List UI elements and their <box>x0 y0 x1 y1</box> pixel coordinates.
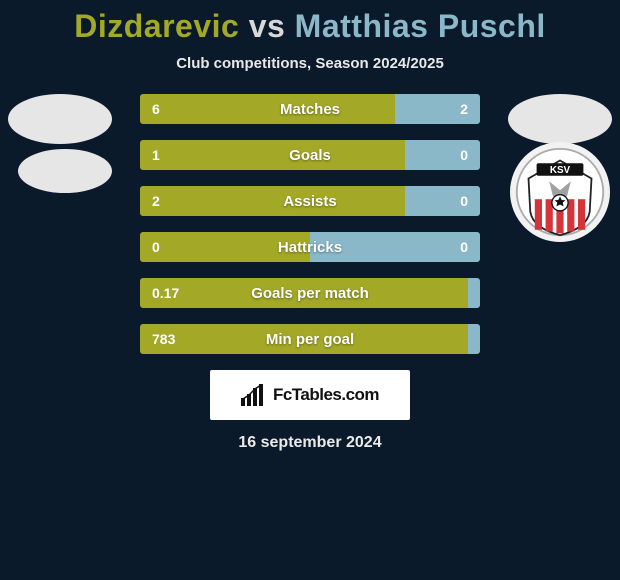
comparison-card: Dizdarevic vs Matthias Puschl Club compe… <box>0 0 620 452</box>
stat-row: 783Min per goal <box>140 324 480 354</box>
stat-bar-player2: 0 <box>405 140 480 170</box>
ksv-badge-icon: KSV <box>515 147 605 237</box>
stat-bar-player2: 2 <box>395 94 480 124</box>
stat-row: 20Assists <box>140 186 480 216</box>
player2-club-badge: KSV <box>510 142 610 242</box>
stat-bar-player1: 6 <box>140 94 395 124</box>
player2-name: Matthias Puschl <box>295 8 546 44</box>
snapshot-date: 16 september 2024 <box>0 434 620 452</box>
page-title: Dizdarevic vs Matthias Puschl <box>0 8 620 45</box>
subtitle: Club competitions, Season 2024/2025 <box>0 55 620 72</box>
vs-separator: vs <box>249 8 286 44</box>
player2-avatar-placeholder <box>508 94 612 144</box>
stat-row: 62Matches <box>140 94 480 124</box>
source-badge: FcTables.com <box>210 370 410 420</box>
source-site-name: FcTables.com <box>273 385 379 405</box>
stat-bar-player2 <box>468 278 480 308</box>
stat-bar-player2: 0 <box>405 186 480 216</box>
player1-club-placeholder <box>18 149 112 193</box>
stat-bar-player1: 0.17 <box>140 278 468 308</box>
player1-name: Dizdarevic <box>74 8 239 44</box>
stat-row: 0.17Goals per match <box>140 278 480 308</box>
content-area: KSV 62Matches 10Goals 20Assists 00Hattricks… <box>0 94 620 452</box>
player1-avatar-placeholder <box>8 94 112 144</box>
svg-text:KSV: KSV <box>550 165 571 176</box>
stat-bar-player1: 0 <box>140 232 310 262</box>
stat-bar-player2 <box>468 324 480 354</box>
fctables-logo-icon <box>241 384 267 406</box>
stat-bar-player1: 783 <box>140 324 468 354</box>
stats-bars: 62Matches 10Goals 20Assists 00Hattricks 0.17… <box>140 94 480 354</box>
stat-bar-player1: 1 <box>140 140 405 170</box>
stat-row: 10Goals <box>140 140 480 170</box>
stat-row: 00Hattricks <box>140 232 480 262</box>
stat-bar-player1: 2 <box>140 186 405 216</box>
stat-bar-player2: 0 <box>310 232 480 262</box>
